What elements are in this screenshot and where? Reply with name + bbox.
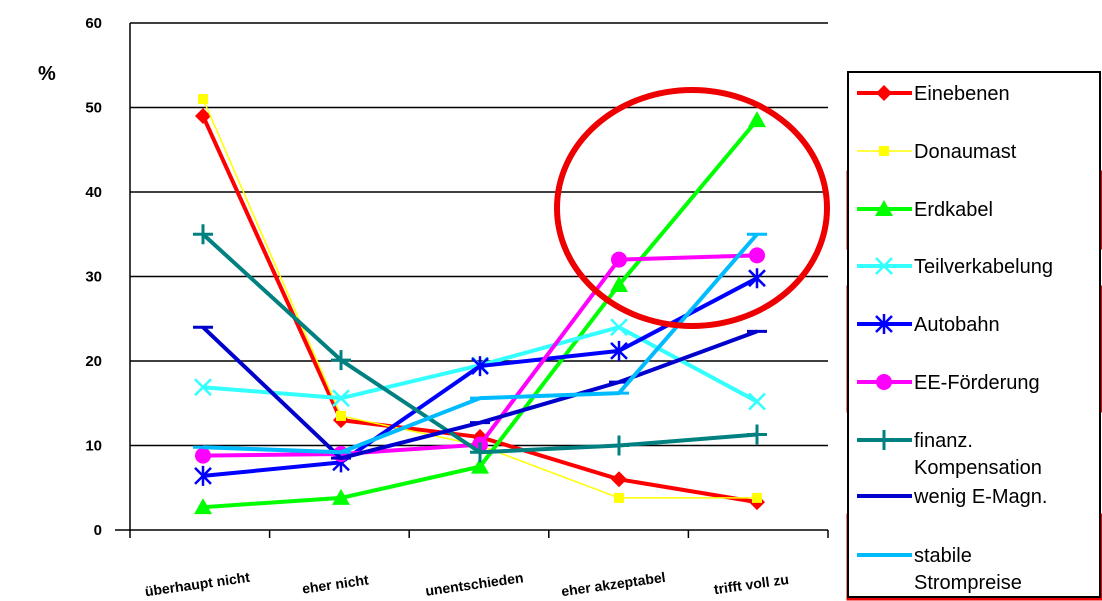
legend-item: wenig E-Magn. (857, 486, 1047, 508)
data-series (193, 94, 767, 515)
legend-item: EE-Förderung (857, 372, 1040, 394)
series-path (201, 232, 758, 455)
data-point (879, 146, 889, 156)
data-point (752, 492, 762, 503)
legend-label: Strompreise (914, 572, 1022, 594)
legend-item: Autobahn (857, 314, 1000, 336)
y-axis-unit: % (38, 63, 56, 85)
data-point (876, 85, 892, 101)
data-point (875, 200, 893, 216)
data-point (875, 257, 893, 275)
highlight-ellipse (554, 87, 830, 329)
data-point (332, 389, 350, 408)
legend-item: Donaumast (857, 141, 1017, 163)
legend-item: stabile Strompreise (857, 545, 1022, 594)
data-point (332, 488, 350, 505)
axes: 0 10 20 30 40 50 60 überhaupt nicht eher nicht un… (38, 15, 829, 600)
data-point (748, 111, 766, 128)
data-point (336, 410, 346, 421)
data-point (614, 492, 624, 503)
data-point (194, 465, 212, 486)
y-tick-label: 30 (85, 269, 102, 286)
data-point (748, 392, 766, 411)
legend-label: finanz. (914, 430, 973, 452)
legend-item: Erdkabel (857, 199, 993, 221)
data-point (470, 442, 490, 463)
legend-item: finanz. Kompensation (857, 430, 1042, 479)
legend-item: Teilverkabelung (857, 256, 1053, 278)
series-line (193, 232, 767, 455)
y-tick-label: 0 (94, 522, 102, 539)
x-category-label: eher akzeptabel (560, 569, 666, 599)
legend-box (847, 71, 1101, 598)
series-path (202, 232, 759, 455)
data-point (874, 430, 894, 450)
legend-label: Teilverkabelung (914, 256, 1053, 278)
legend-label: Donaumast (914, 141, 1017, 163)
y-tick-label: 10 (85, 438, 102, 455)
data-point (611, 471, 627, 488)
legend-label: EE-Förderung (914, 372, 1040, 394)
legend-label: Autobahn (914, 314, 1000, 336)
data-point (195, 107, 211, 124)
data-point (471, 457, 489, 474)
legend: Einebenen Donaumast Erdkabel Teilverkabelun… (847, 71, 1101, 598)
y-tick-label: 50 (85, 100, 102, 117)
series-line (193, 325, 767, 461)
x-category-label: eher nicht (301, 571, 370, 596)
x-category-label: trifft voll zu (713, 571, 790, 597)
legend-label: stabile (914, 545, 972, 567)
series-line (194, 111, 766, 515)
legend-label: Kompensation (914, 457, 1042, 479)
data-point (194, 378, 212, 397)
data-point (610, 275, 628, 292)
data-point (195, 447, 211, 464)
data-point (193, 224, 213, 245)
data-point (875, 314, 893, 334)
data-point (610, 318, 628, 337)
data-point (611, 251, 627, 268)
data-point (198, 94, 208, 105)
series-line (193, 224, 767, 463)
y-tick-label: 40 (85, 184, 102, 201)
y-tick-label: 20 (85, 353, 102, 370)
data-point (876, 374, 892, 390)
data-point (331, 350, 351, 371)
data-point (471, 356, 489, 377)
x-category-label: überhaupt nicht (144, 569, 251, 600)
legend-label: Einebenen (914, 83, 1010, 105)
legend-label: wenig E-Magn. (913, 486, 1047, 508)
data-point (609, 435, 629, 456)
x-category-label: unentschieden (424, 569, 524, 599)
grid-lines (130, 22, 828, 447)
data-point (747, 424, 767, 445)
legend-item: Einebenen (857, 83, 1010, 105)
data-point (748, 268, 766, 289)
data-point (194, 498, 212, 515)
legend-label: Erdkabel (914, 199, 993, 221)
data-point (749, 247, 765, 264)
y-tick-label: 60 (85, 15, 102, 32)
data-point (610, 340, 628, 361)
